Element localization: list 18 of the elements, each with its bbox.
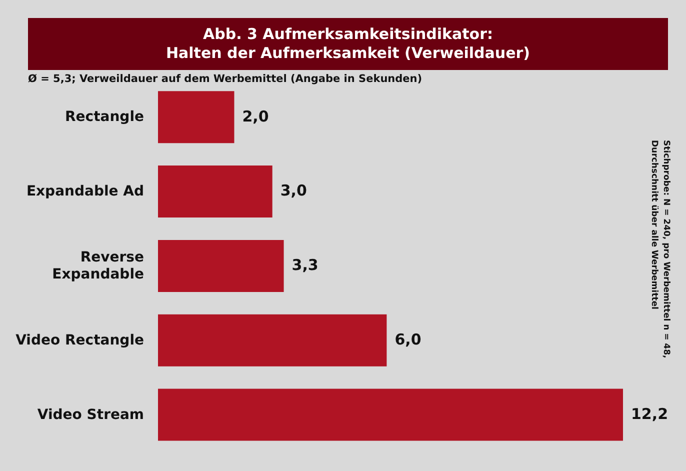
bar <box>158 166 272 218</box>
chart-title: Abb. 3 Aufmerksamkeitsindikator: Halten der Aufmerksamkeit (Verweildauer) <box>164 25 532 63</box>
y-tick-label: Reverse Expandable <box>52 249 144 282</box>
chart-subtitle: Ø = 5,3; Verweildauer auf dem Werbemittel (Angabe in Sekunden) <box>28 73 422 85</box>
bar <box>158 240 284 292</box>
data-label: 6,0 <box>394 330 422 348</box>
y-tick-label: Rectangle <box>65 109 144 126</box>
y-tick-label: Video Rectangle <box>16 332 144 348</box>
bar <box>158 388 623 441</box>
y-tick-label: Expandable Ad <box>26 183 144 200</box>
bar <box>158 91 234 144</box>
data-label: 3,0 <box>280 182 307 200</box>
data-label: 2,0 <box>242 107 269 126</box>
bar <box>158 314 387 366</box>
data-label: 3,3 <box>292 256 318 274</box>
y-tick-label: Video Stream <box>37 406 144 423</box>
data-label: 12,2 <box>631 404 668 423</box>
text: Stichprobe: N = 240, pro Werbemittel n = 48, Durchschnitt über alle Werbemittel <box>648 140 672 360</box>
